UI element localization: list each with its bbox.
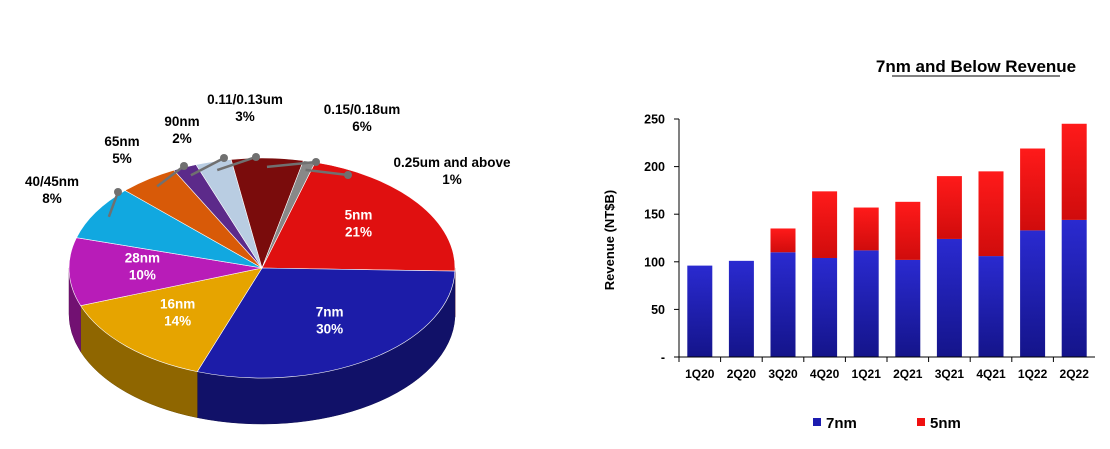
pie-value-0-15-0-18um: 6% (352, 119, 372, 134)
bar-5nm-3Q20 (770, 228, 796, 253)
leader-line-0-25um-and-above (305, 168, 349, 177)
bar-5nm-1Q22 (1020, 148, 1046, 231)
pie-value-90nm: 2% (172, 131, 192, 146)
x-tick-label: 4Q21 (976, 367, 1006, 381)
legend: 7nm 5nm (813, 415, 961, 432)
bar-5nm-4Q20 (812, 191, 838, 258)
x-tick-label: 3Q20 (768, 367, 798, 381)
x-tick-label: 1Q20 (685, 367, 715, 381)
bars (687, 123, 1087, 357)
bar-7nm-1Q22 (1020, 230, 1046, 357)
bar-5nm-2Q21 (895, 201, 921, 260)
pie-value-5nm: 21% (345, 225, 372, 240)
bar-7nm-1Q20 (687, 265, 713, 357)
bar-5nm-2Q22 (1061, 123, 1087, 220)
leader-line-90nm (190, 156, 225, 177)
leader-dot-0-15-0-18um (312, 158, 320, 166)
leader-line-40-45nm (107, 191, 120, 218)
y-axis-label: Revenue (NT$B) (602, 190, 617, 290)
pie-value-28nm: 10% (129, 267, 156, 282)
y-tick-label: 50 (651, 303, 665, 317)
x-tick-label: 2Q21 (893, 367, 923, 381)
x-tick-label: 2Q22 (1060, 367, 1090, 381)
y-tick-label: 200 (644, 160, 665, 174)
pie-label-0-11-0-13um: 0.11/0.13um (207, 92, 283, 107)
x-tick-label: 2Q20 (727, 367, 757, 381)
pie-value-40-45nm: 8% (42, 191, 62, 206)
legend-label-5nm: 5nm (930, 415, 961, 432)
pie-value-0-11-0-13um: 3% (235, 109, 255, 124)
pie-slice-16nm (80, 267, 263, 372)
y-tick-label: 100 (644, 255, 665, 269)
bar-7nm-1Q21 (853, 250, 879, 357)
bar-7nm-4Q21 (978, 256, 1004, 357)
bar-5nm-4Q21 (978, 171, 1004, 257)
pie-value-7nm: 30% (316, 321, 343, 336)
y-tick-label: 250 (644, 113, 665, 127)
pie-label-7nm: 7nm (316, 304, 344, 319)
bar-7nm-2Q21 (895, 259, 921, 357)
leader-dot-0-11-0-13um (252, 153, 260, 161)
x-tick-label: 3Q21 (935, 367, 965, 381)
pie-value-16nm: 14% (164, 313, 191, 328)
y-axis-ticks: - 50 100 150 200 250 (644, 113, 679, 365)
leader-dot-65nm (180, 162, 188, 170)
pie-label-16nm: 16nm (160, 296, 195, 311)
bar-7nm-3Q21 (936, 238, 962, 357)
legend-swatch-7nm (813, 418, 821, 426)
leader-dot-0-25um-and-above (344, 171, 352, 179)
x-axis-ticks: 1Q20 2Q20 3Q20 4Q20 1Q21 2Q21 3Q21 4Q21 1Q22 2Q22 (678, 357, 1090, 381)
pie-slice-28nm (68, 237, 263, 306)
bar-chart: 7nm and Below Revenue Revenue (NT$B) - 50… (602, 57, 1095, 432)
x-tick-label: 1Q22 (1018, 367, 1048, 381)
leader-dot-90nm (220, 154, 228, 162)
pie-chart: 5nm 21% 7nm 30% 16nm 14% 28nm 10% 40/45nm 8% 65nm 5… (25, 92, 511, 425)
pie-label-28nm: 28nm (125, 250, 160, 265)
legend-swatch-5nm (917, 418, 925, 426)
bar-7nm-4Q20 (812, 257, 838, 357)
y-tick-label: 150 (644, 208, 665, 222)
pie-label-0-15-0-18um: 0.15/0.18um (324, 102, 401, 117)
leader-line-0-15-0-18um (266, 160, 317, 169)
pie-label-65nm: 65nm (104, 134, 139, 149)
bar-5nm-3Q21 (936, 176, 962, 239)
pie-label-5nm: 5nm (345, 208, 373, 223)
pie-label-0-25um-and-above: 0.25um and above (393, 155, 511, 170)
pie-label-90nm: 90nm (164, 114, 199, 129)
pie-slice-5nm (261, 161, 456, 272)
y-tick-label: - (661, 351, 665, 365)
pie-label-40-45nm: 40/45nm (25, 174, 79, 189)
leader-dot-40-45nm (114, 188, 122, 196)
bar-5nm-1Q21 (853, 207, 879, 251)
x-tick-label: 1Q21 (852, 367, 882, 381)
pie-value-65nm: 5% (112, 151, 132, 166)
pie-leaders (107, 153, 352, 218)
legend-label-7nm: 7nm (826, 415, 857, 432)
bar-7nm-2Q20 (728, 260, 754, 357)
chart-title: 7nm and Below Revenue (876, 57, 1076, 76)
leader-line-65nm (156, 165, 185, 188)
bar-7nm-3Q20 (770, 252, 796, 357)
pie-slice-40-45nm (76, 190, 263, 269)
pie-top (68, 157, 456, 379)
x-tick-label: 4Q20 (810, 367, 840, 381)
bar-7nm-2Q22 (1061, 219, 1087, 357)
leader-line-0-11-0-13um (216, 155, 257, 172)
pie-slice-7nm (196, 267, 456, 379)
pie-value-0-25um-and-above: 1% (442, 172, 462, 187)
pie-labels: 5nm 21% 7nm 30% 16nm 14% 28nm 10% 40/45nm 8% 65nm 5… (25, 92, 511, 336)
